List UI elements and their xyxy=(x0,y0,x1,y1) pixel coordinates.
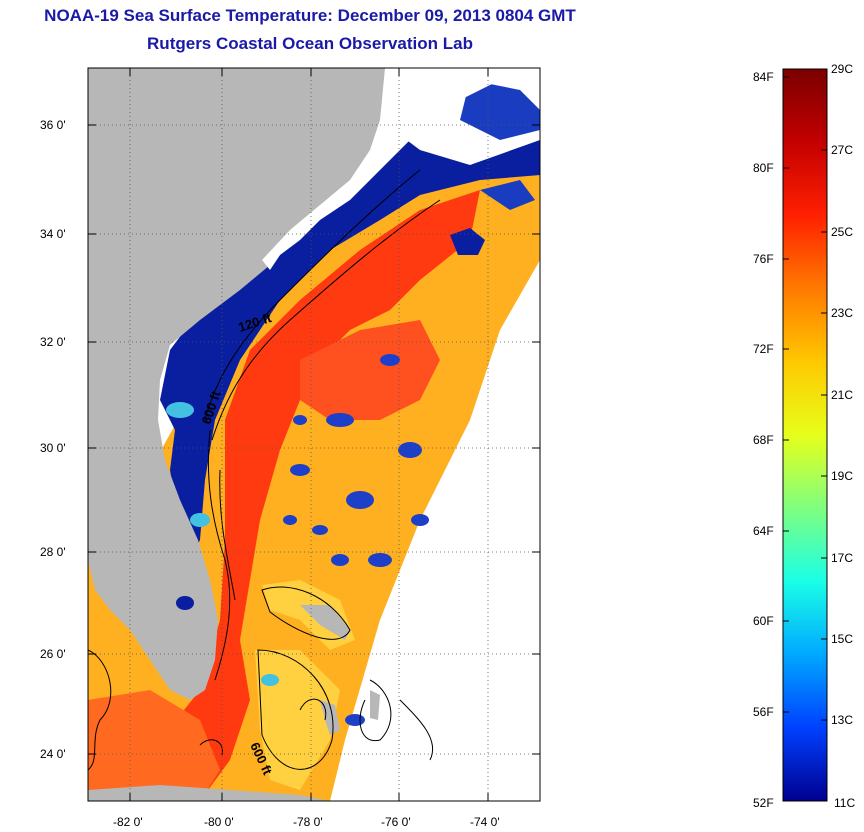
colorbar-c-label: 15C xyxy=(831,632,854,646)
lat-label: 26 0' xyxy=(40,647,66,661)
colorbar-f-label: 80F xyxy=(753,161,774,175)
lon-label: -82 0' xyxy=(113,815,143,829)
colorbar-c-label: 13C xyxy=(831,713,854,727)
lat-label: 34 0' xyxy=(40,227,66,241)
map-title: NOAA-19 Sea Surface Temperature: Decembe… xyxy=(44,6,576,25)
us-mainland xyxy=(88,68,395,700)
warm-patch xyxy=(300,320,440,420)
colorbar-f-label: 64F xyxy=(753,524,774,538)
lon-label: -74 0' xyxy=(470,815,500,829)
warm-patch-south xyxy=(88,690,220,801)
bathymetry-contours xyxy=(88,169,441,771)
colorbar-c-label: 27C xyxy=(831,143,854,157)
axis-ticks xyxy=(88,68,540,801)
map-subtitle: Rutgers Coastal Ocean Observation Lab xyxy=(147,34,473,53)
cold-blob-2 xyxy=(480,180,535,210)
colorbar-f-label: 52F xyxy=(753,796,774,810)
colorbar-c-label: 11C xyxy=(834,796,856,810)
lake-okeechobee xyxy=(176,596,194,610)
lon-label: -80 0' xyxy=(204,815,234,829)
cold-offshore-blob xyxy=(450,228,485,255)
colorbar-c-label: 25C xyxy=(831,225,854,239)
colorbar-gradient xyxy=(783,69,827,801)
colorbar-c-label: 17C xyxy=(831,551,854,565)
colorbar-f-label: 76F xyxy=(753,252,774,266)
lon-label: -78 0' xyxy=(293,815,323,829)
colorbar-c-label: 19C xyxy=(831,469,854,483)
lat-label: 30 0' xyxy=(40,441,66,455)
graticule xyxy=(88,68,540,801)
cuba-coast xyxy=(88,785,330,801)
colorbar-f-label: 56F xyxy=(753,705,774,719)
cool-edges xyxy=(166,402,279,686)
lon-label: -76 0' xyxy=(381,815,411,829)
great-bahama-bank xyxy=(255,650,340,790)
lat-label: 28 0' xyxy=(40,545,66,559)
colorbar-c-label: 29C xyxy=(831,62,854,76)
colorbar-f-label: 68F xyxy=(753,433,774,447)
map-frame xyxy=(87,67,541,802)
lat-label: 24 0' xyxy=(40,747,66,761)
lat-label: 32 0' xyxy=(40,335,66,349)
colorbar-c-label: 23C xyxy=(831,306,854,320)
colorbar-ticks xyxy=(783,76,827,721)
colorbar-frame xyxy=(782,68,828,802)
cool-eddies xyxy=(283,354,429,726)
colorbar-f-label: 72F xyxy=(753,342,774,356)
map-area xyxy=(88,68,540,801)
bahama-bank xyxy=(262,580,355,650)
lat-label: 36 0' xyxy=(40,118,66,132)
colorbar-c-label: 21C xyxy=(831,388,854,402)
cloud-mask xyxy=(262,68,540,270)
gulf-stream xyxy=(130,190,480,801)
colorbar-f-label: 84F xyxy=(753,70,774,84)
colorbar-f-label: 60F xyxy=(753,614,774,628)
